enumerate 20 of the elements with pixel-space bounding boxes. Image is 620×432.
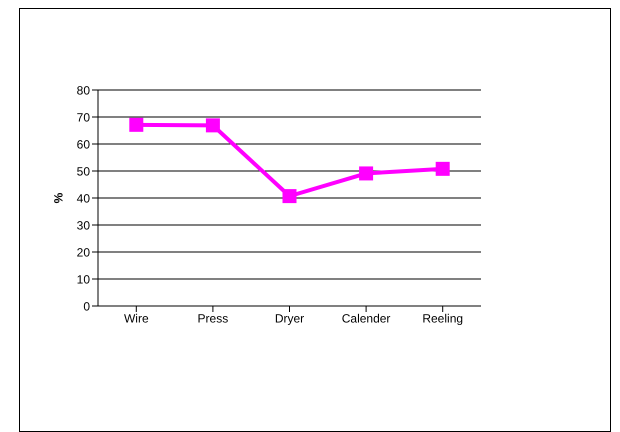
point bbox=[129, 118, 144, 132]
x-tick-label: Calender bbox=[342, 312, 390, 326]
point bbox=[436, 162, 450, 176]
x-tick-label: Wire bbox=[124, 312, 149, 326]
point bbox=[359, 166, 374, 180]
y-tick-label: 0 bbox=[83, 299, 90, 314]
y-tick-label: 20 bbox=[76, 245, 90, 260]
point bbox=[206, 118, 220, 132]
y-tick-label: 80 bbox=[76, 83, 90, 98]
y-tick-label: 40 bbox=[76, 191, 90, 206]
x-tick-label: Press bbox=[198, 312, 228, 326]
y-tick-label: 60 bbox=[76, 137, 90, 152]
y-axis-title: % bbox=[51, 192, 66, 204]
y-tick-label: 50 bbox=[76, 164, 90, 178]
x-tick-label: Dryer bbox=[274, 312, 304, 326]
y-tick-label: 30 bbox=[76, 218, 90, 232]
y-tick-label: 10 bbox=[76, 272, 90, 286]
x-tick-label: Reeling bbox=[422, 312, 464, 326]
point bbox=[282, 189, 296, 204]
y-tick-label: 70 bbox=[76, 110, 90, 124]
